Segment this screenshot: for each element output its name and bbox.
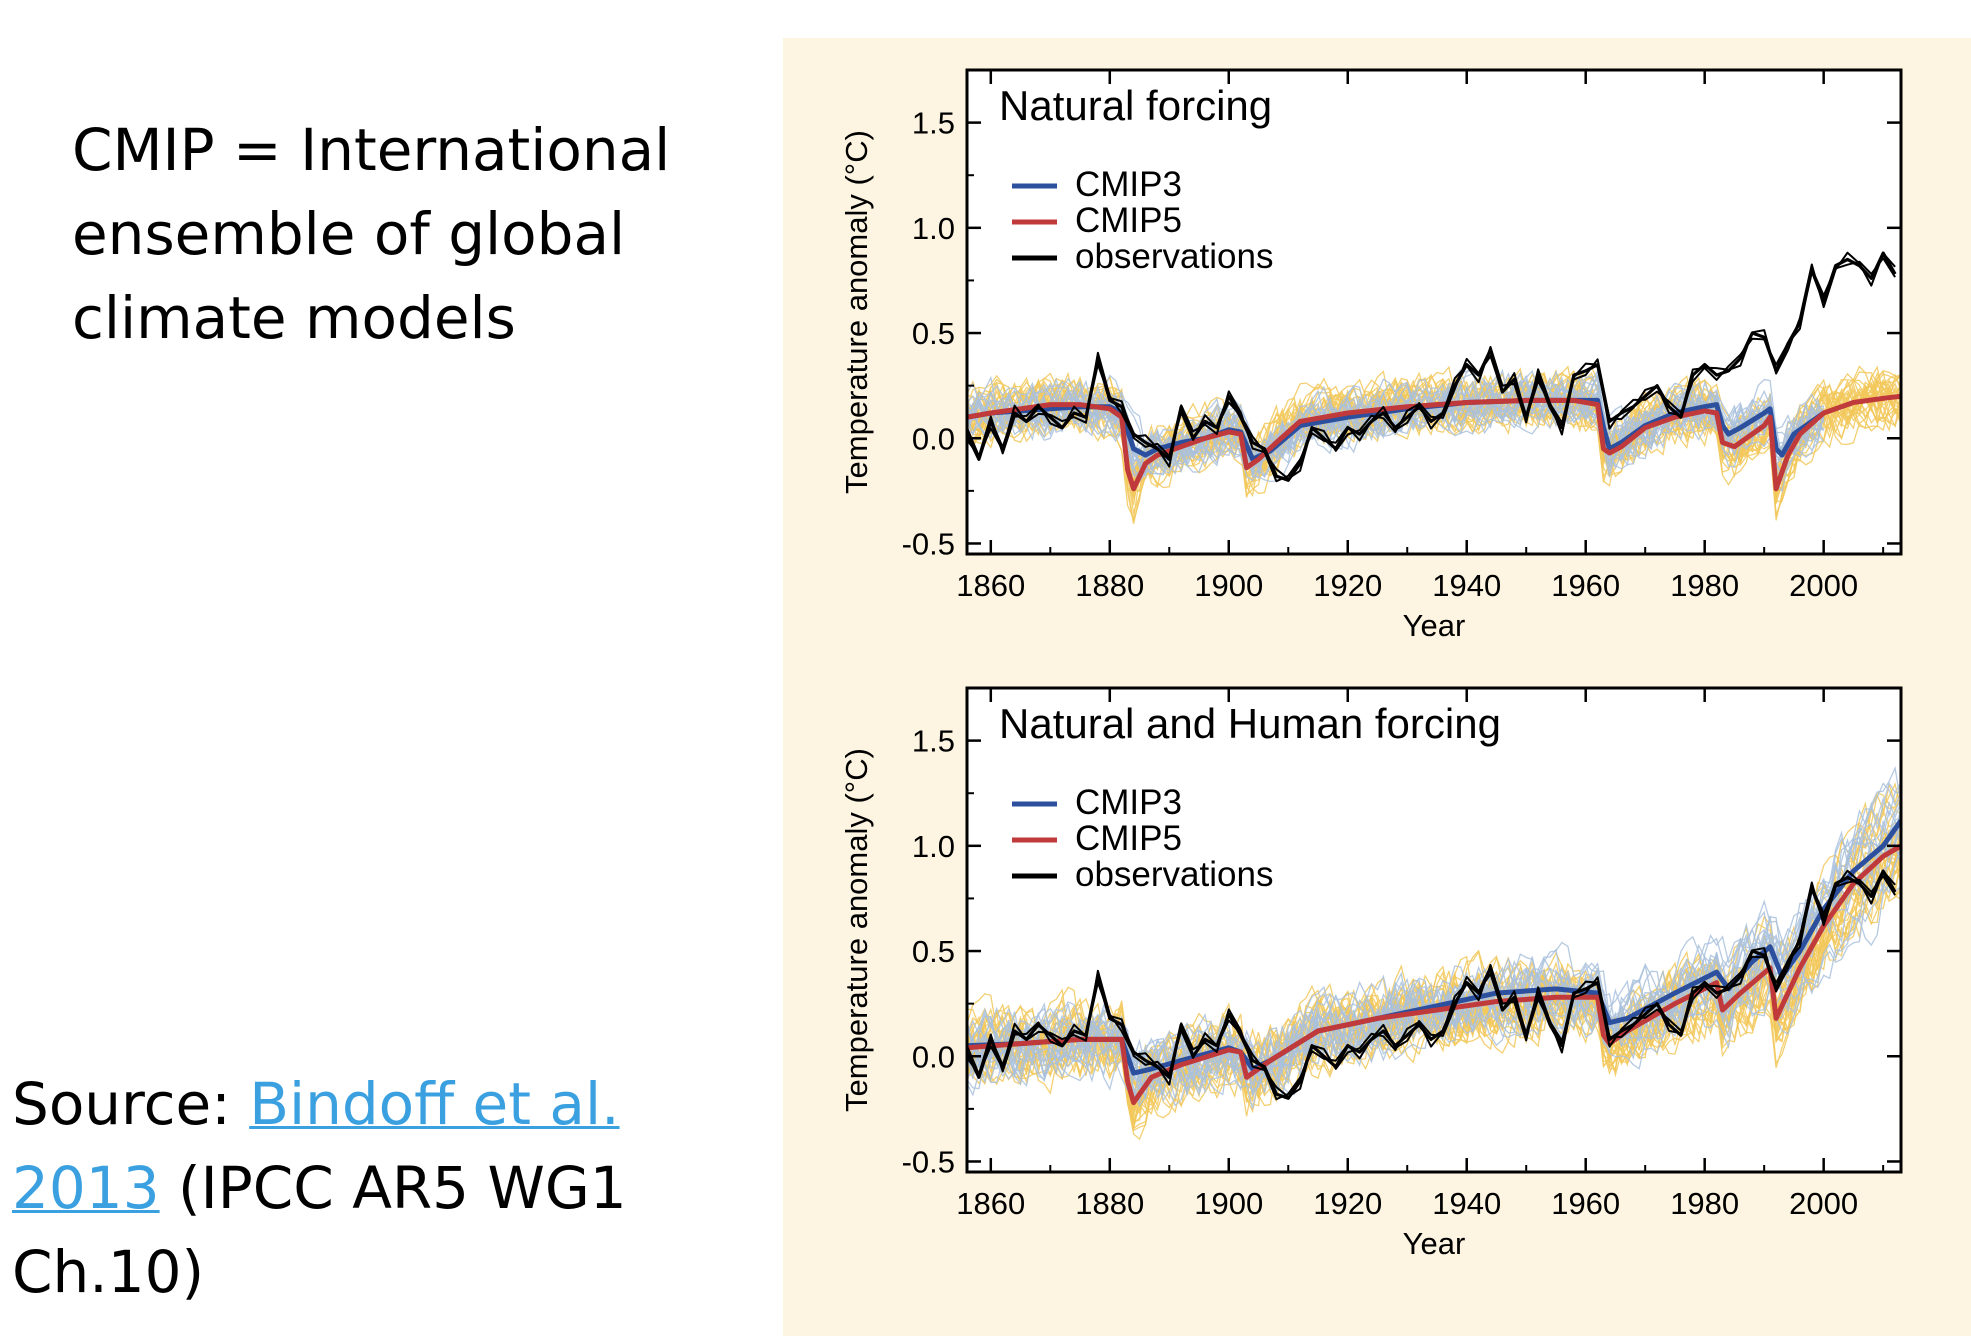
y-tick-label: -0.5 (902, 1144, 955, 1179)
legend-label: observations (1075, 855, 1273, 894)
plot-frame (965, 686, 1903, 1174)
y-tick-label: 1.5 (912, 724, 955, 759)
x-tick-label: 1940 (1432, 568, 1501, 603)
cmip5-mean-line (967, 843, 1901, 1106)
source-line-3: Ch.10) (12, 1238, 205, 1306)
plot-area (967, 70, 1901, 554)
x-axis-title: Year (1403, 608, 1466, 643)
x-tick-label: 1880 (1075, 1186, 1144, 1221)
legend-label: CMIP3 (1075, 165, 1182, 204)
intro-line-1: CMIP = International (72, 116, 671, 184)
y-axis-title: Temperature anomaly (°C) (839, 748, 874, 1112)
cmip5-mean-line (967, 393, 1901, 492)
x-axis-title: Year (1403, 1226, 1466, 1261)
x-tick-label: 1860 (956, 568, 1025, 603)
intro-text: CMIP = International ensemble of global … (72, 108, 712, 360)
observations-line (967, 251, 1896, 480)
y-tick-label: 1.0 (912, 211, 955, 246)
source-link-part-1[interactable]: Bindoff et al. (249, 1070, 620, 1138)
y-tick-label: 0.5 (912, 316, 955, 351)
y-tick-label: 0.0 (912, 1039, 955, 1074)
panel-title: Natural and Human forcing (999, 700, 1501, 747)
y-axis: -0.5 0.0 0.5 1.0 1.5 Temperature anomaly (°C) (839, 106, 1901, 561)
y-axis-title: Temperature anomaly (°C) (839, 130, 874, 494)
y-tick-label: 1.0 (912, 829, 955, 864)
y-tick-label: -0.5 (902, 526, 955, 561)
intro-line-3: climate models (72, 284, 516, 352)
source-link-part-2[interactable]: 2013 (12, 1154, 160, 1222)
cmip3-members-member (967, 372, 1825, 476)
panel-title: Natural forcing (999, 82, 1272, 129)
cmip3-members-member (967, 381, 1825, 482)
chart-panel-1: 1860 1880 1900 1920 1940 1960 1980 2000 Year -0.5… (839, 68, 1903, 643)
x-tick-label: 1920 (1313, 568, 1382, 603)
x-tick-label: 2000 (1789, 1186, 1858, 1221)
plot-content (967, 765, 1901, 1141)
observations-line (967, 257, 1896, 483)
x-tick-label: 1960 (1551, 1186, 1620, 1221)
legend-label: CMIP3 (1075, 783, 1182, 822)
y-tick-label: 1.5 (912, 106, 955, 141)
y-axis: -0.5 0.0 0.5 1.0 1.5 Temperature anomaly (°C) (839, 724, 1901, 1179)
y-tick-label: 0.5 (912, 934, 955, 969)
x-axis: 1860 1880 1900 1920 1940 1960 1980 2000 Year (956, 70, 1885, 643)
x-axis: 1860 1880 1900 1920 1940 1960 1980 2000 Year (956, 688, 1885, 1261)
x-tick-label: 2000 (1789, 568, 1858, 603)
x-tick-label: 1960 (1551, 568, 1620, 603)
legend-label: CMIP5 (1075, 819, 1182, 858)
legend-label: observations (1075, 237, 1273, 276)
x-tick-label: 1980 (1670, 568, 1739, 603)
x-tick-label: 1900 (1194, 568, 1263, 603)
legend-label: CMIP5 (1075, 201, 1182, 240)
plot-content (967, 251, 1901, 524)
observations-line (967, 869, 1897, 1100)
cmip5-members-member (967, 882, 1901, 1129)
source-prefix: Source: (12, 1070, 250, 1138)
x-tick-label: 1940 (1432, 1186, 1501, 1221)
source-suffix: (IPCC AR5 WG1 (159, 1154, 627, 1222)
observations-line (967, 251, 1897, 482)
observations-line (967, 875, 1896, 1101)
y-tick-label: 0.0 (912, 421, 955, 456)
plot-frame (965, 68, 1903, 556)
x-tick-label: 1860 (956, 1186, 1025, 1221)
observations-line (967, 869, 1896, 1098)
intro-line-2: ensemble of global (72, 200, 626, 268)
x-tick-label: 1900 (1194, 1186, 1263, 1221)
x-tick-label: 1980 (1670, 1186, 1739, 1221)
source-citation: Source: Bindoff et al. 2013 (IPCC AR5 WG… (12, 1062, 712, 1314)
x-tick-label: 1880 (1075, 568, 1144, 603)
x-tick-label: 1920 (1313, 1186, 1382, 1221)
chart-panel-2: 1860 1880 1900 1920 1940 1960 1980 2000 Year -0.5… (839, 686, 1903, 1261)
